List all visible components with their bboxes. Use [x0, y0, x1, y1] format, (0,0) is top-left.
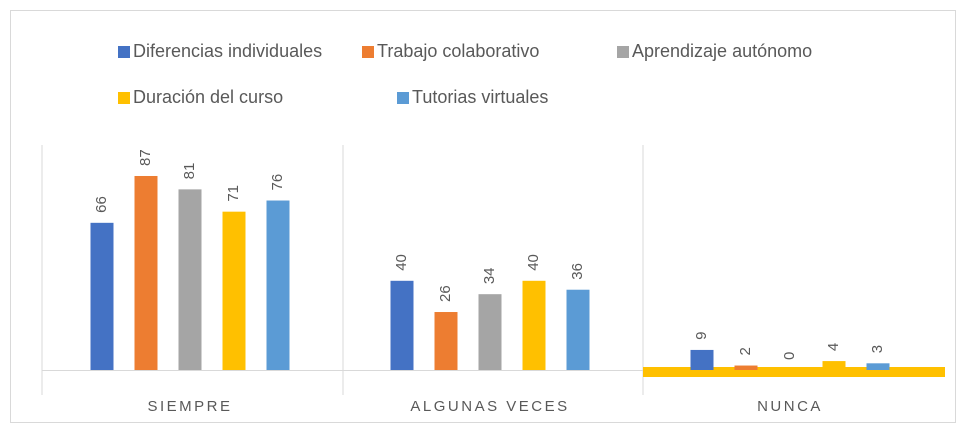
legend-label: Duración del curso	[133, 87, 283, 107]
legend-swatch	[118, 92, 130, 104]
bar	[434, 312, 458, 370]
data-label: 66	[93, 196, 110, 213]
legend-label: Aprendizaje autónomo	[632, 41, 812, 61]
legend-label: Diferencias individuales	[133, 41, 322, 61]
bar	[266, 200, 290, 370]
data-label: 4	[825, 343, 842, 351]
plot-area: 66 87 81 71 76 40 26 34 40 36 9 2 0 4 3	[90, 149, 890, 370]
data-label: 40	[393, 254, 410, 271]
bar	[734, 365, 758, 370]
bar	[822, 361, 846, 370]
legend-label: Trabajo colaborativo	[377, 41, 539, 61]
legend-swatch	[617, 46, 629, 58]
data-label: 26	[437, 285, 454, 302]
highlight-band	[643, 367, 945, 377]
x-tick-label: NUNCA	[757, 398, 823, 415]
x-tick-label: ALGUNAS VECES	[410, 398, 569, 415]
data-label: 81	[181, 163, 198, 180]
data-label: 0	[781, 352, 798, 360]
bar	[690, 349, 714, 370]
bar	[478, 294, 502, 370]
x-tick-label: SIEMPRE	[147, 398, 232, 415]
bar	[222, 211, 246, 370]
data-label: 3	[869, 345, 886, 353]
data-label: 40	[525, 254, 542, 271]
bar	[90, 222, 114, 370]
data-label: 87	[137, 149, 154, 166]
bar	[390, 280, 414, 370]
data-label: 36	[569, 263, 586, 280]
bar	[522, 280, 546, 370]
bar	[134, 175, 158, 370]
legend-swatch	[397, 92, 409, 104]
bar	[566, 289, 590, 370]
data-label: 2	[737, 347, 754, 355]
bar	[178, 189, 202, 370]
data-label: 76	[269, 174, 286, 191]
legend-swatch	[362, 46, 374, 58]
data-label: 9	[693, 332, 710, 340]
data-label: 71	[225, 185, 242, 202]
bar	[866, 363, 890, 370]
legend-label: Tutorias virtuales	[412, 87, 548, 107]
legend-swatch	[118, 46, 130, 58]
data-label: 34	[481, 267, 498, 284]
